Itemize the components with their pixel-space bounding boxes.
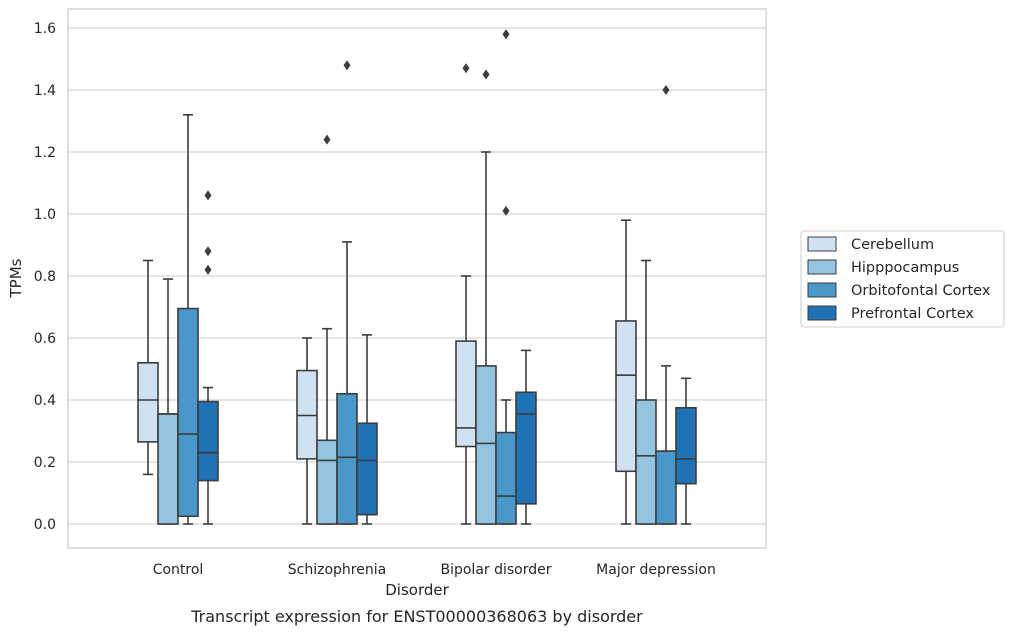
legend-swatch — [807, 305, 837, 321]
outlier-point — [204, 264, 212, 275]
legend-label: Hipppocampus — [851, 260, 959, 276]
box-body — [675, 406, 697, 485]
box-hipppocampus — [475, 69, 497, 525]
y-axis-label: TPMs — [7, 258, 25, 298]
box-cerebellum — [455, 63, 477, 525]
outlier-point — [482, 69, 490, 80]
outlier-point — [204, 190, 212, 201]
y-tick-label: 0.8 — [34, 269, 56, 285]
outlier-point — [502, 205, 510, 216]
box-prefrontal-cortex — [197, 190, 219, 525]
box-orbitofontal-cortex — [177, 114, 199, 525]
box-body — [635, 399, 657, 525]
legend-label: Cerebellum — [851, 237, 934, 253]
box-body — [157, 413, 179, 525]
y-axis-ticks: 0.0 0.2 0.4 0.6 0.8 1.0 1.2 1.4 1.6 — [34, 21, 56, 533]
outlier-point — [662, 85, 670, 95]
legend-frame — [800, 230, 1005, 328]
y-tick-label: 0.2 — [34, 455, 56, 471]
legend: Cerebellum Hipppocampus Orbitofontal Corte… — [800, 230, 1005, 328]
y-tick-label: 0.6 — [34, 331, 56, 347]
legend-swatch — [807, 259, 837, 275]
box-hipppocampus — [316, 134, 338, 525]
box-orbitofontal-cortex — [655, 85, 677, 525]
box-body — [356, 422, 378, 516]
box-body — [137, 361, 159, 443]
x-tick-label: Bipolar disorder — [440, 562, 551, 578]
x-axis-ticks: Control Schizophrenia Bipolar disorder Majo… — [153, 562, 716, 578]
box-orbitofontal-cortex — [495, 29, 517, 525]
box-prefrontal-cortex — [675, 377, 697, 525]
box-cerebellum — [615, 219, 637, 525]
x-axis-label: Disorder — [385, 581, 449, 599]
x-tick-label: Schizophrenia — [288, 562, 386, 578]
y-tick-label: 0.0 — [34, 517, 56, 533]
y-tick-label: 1.4 — [34, 83, 56, 99]
box-body — [336, 392, 358, 525]
box-body — [655, 450, 677, 525]
box-prefrontal-cortex — [515, 349, 537, 525]
box-body — [316, 439, 338, 525]
box-body — [177, 307, 199, 518]
outlier-point — [323, 134, 331, 145]
chart-caption: Transcript expression for ENST0000036806… — [190, 607, 643, 626]
plot-frame — [67, 8, 767, 549]
outlier-point — [204, 246, 212, 257]
boxes — [137, 29, 697, 525]
y-tick-label: 0.4 — [34, 393, 56, 409]
outlier-point — [502, 29, 510, 40]
legend-label: Orbitofontal Cortex — [851, 283, 991, 299]
x-tick-label: Major depression — [596, 562, 716, 578]
legend-label: Prefrontal Cortex — [851, 306, 974, 322]
box-body — [455, 340, 477, 448]
outlier-point — [462, 63, 470, 74]
legend-swatch — [807, 236, 837, 252]
box-cerebellum — [296, 337, 318, 525]
box-body — [495, 431, 517, 525]
outlier-point — [343, 60, 351, 71]
box-cerebellum — [137, 259, 159, 476]
box-hipppocampus — [157, 278, 179, 525]
legend-swatch — [807, 282, 837, 298]
y-tick-label: 1.0 — [34, 207, 56, 223]
x-tick-label: Control — [153, 562, 204, 578]
box-body — [197, 400, 219, 482]
box-body — [475, 365, 497, 525]
box-body — [515, 391, 537, 505]
box-prefrontal-cortex — [356, 334, 378, 525]
y-tick-label: 1.6 — [34, 21, 56, 37]
box-body — [615, 320, 637, 473]
box-hipppocampus — [635, 259, 657, 525]
box-orbitofontal-cortex — [336, 60, 358, 525]
y-tick-label: 1.2 — [34, 145, 56, 161]
